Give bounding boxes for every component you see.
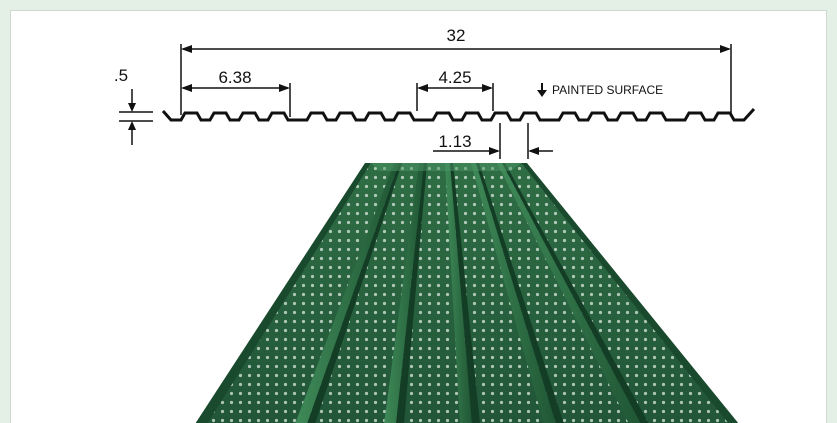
- rib-height-label: .5: [114, 66, 128, 85]
- overall-width-label: 32: [447, 26, 466, 45]
- dimension-panel-module: 6.38: [181, 68, 291, 117]
- dimension-overall-width: 32: [180, 26, 732, 115]
- painted-surface-note: PAINTED SURFACE: [537, 83, 663, 97]
- painted-surface-label: PAINTED SURFACE: [552, 83, 663, 97]
- rib-top-label: 4.25: [438, 68, 471, 87]
- panel-profile: [161, 107, 756, 122]
- panel-perspective-render: [195, 163, 739, 423]
- dimension-rib-top: 4.25: [416, 68, 494, 111]
- panel-module-label: 6.38: [218, 68, 251, 87]
- rib-base-label: 1.13: [438, 132, 471, 151]
- dimension-rib-base: 1.13: [433, 123, 553, 159]
- soffit-panel-diagram: 32 6.38 4.25 .5: [114, 26, 756, 423]
- panel-ribs: [295, 163, 649, 423]
- diagram-frame: 32 6.38 4.25 .5: [10, 10, 827, 423]
- dimension-rib-height: .5: [114, 66, 153, 145]
- down-arrow-icon: [537, 90, 547, 97]
